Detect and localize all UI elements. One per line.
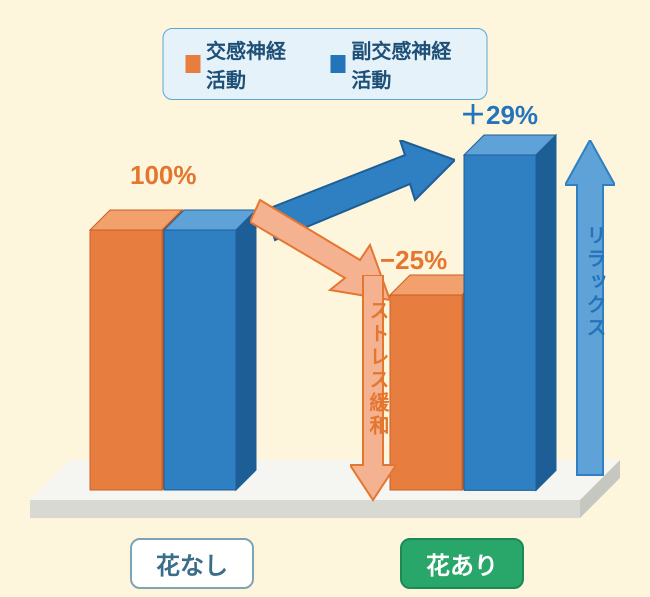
legend-item-0: 交感神経活動 <box>186 35 303 93</box>
legend-swatch-0 <box>186 55 201 73</box>
label-stress: ストレス緩和 <box>363 300 392 438</box>
chart-canvas: 交感神経活動 副交感神経活動 <box>0 0 650 597</box>
bar-flower-parasympathetic <box>464 135 556 490</box>
category-label-flower: 花あり <box>400 538 524 589</box>
legend: 交感神経活動 副交感神経活動 <box>163 28 488 100</box>
bar-noflower-parasympathetic <box>164 210 256 490</box>
value-label-100: 100% <box>130 160 197 191</box>
legend-label-0: 交感神経活動 <box>206 35 303 93</box>
label-relax: リラックス <box>580 225 609 340</box>
category-label-noflower: 花なし <box>130 538 254 589</box>
value-label-plus29: ＋29% <box>460 95 538 132</box>
legend-label-1: 副交感神経活動 <box>351 35 464 93</box>
legend-swatch-1 <box>331 55 346 73</box>
legend-item-1: 副交感神経活動 <box>331 35 465 93</box>
